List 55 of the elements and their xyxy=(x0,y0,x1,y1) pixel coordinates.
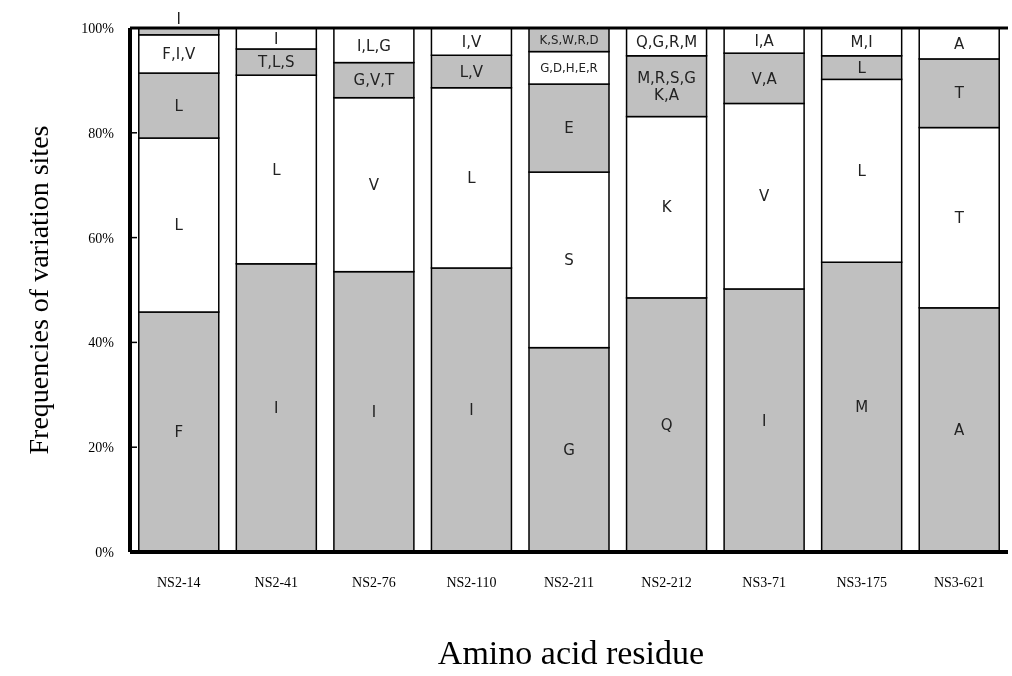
data-label: S xyxy=(564,251,574,270)
data-label: L xyxy=(857,58,867,77)
data-label: I,A xyxy=(754,31,775,50)
data-label: L xyxy=(174,96,184,115)
data-label: I xyxy=(274,29,279,48)
data-label: G xyxy=(563,441,575,460)
data-label: M,R,S,G K,A xyxy=(637,68,696,104)
x-tick-label: NS3-71 xyxy=(742,575,786,590)
y-tick-label: 0% xyxy=(95,544,115,560)
x-tick-label: NS2-211 xyxy=(543,575,595,590)
data-label: Q xyxy=(660,416,673,435)
x-tick-label: NS2-76 xyxy=(352,575,396,590)
data-label: E xyxy=(564,119,574,138)
data-label: I,L,G xyxy=(356,36,391,55)
data-label: I xyxy=(274,399,279,418)
data-label: L,V xyxy=(459,62,484,81)
x-tick-label: NS3-175 xyxy=(836,575,887,590)
data-label: I xyxy=(176,10,181,28)
data-label: A xyxy=(954,421,966,440)
data-label: L xyxy=(857,162,867,181)
data-label: I xyxy=(469,401,474,420)
data-label: T xyxy=(953,208,965,227)
x-tick-label: NS2-14 xyxy=(157,575,201,590)
y-tick-label: 60% xyxy=(88,230,115,246)
data-label: F xyxy=(174,423,184,442)
data-label: M,I xyxy=(850,33,873,52)
data-label: T xyxy=(953,84,965,103)
data-label: G,D,H,E,R xyxy=(540,60,598,75)
data-label: I,V xyxy=(461,32,482,51)
data-label: L xyxy=(272,160,282,179)
data-label: I xyxy=(761,411,767,430)
y-tick-label: 40% xyxy=(88,335,115,351)
y-tick-label: 80% xyxy=(88,125,115,141)
data-label: A xyxy=(954,34,966,53)
x-tick-label: NS2-41 xyxy=(254,575,299,590)
x-tick-label: NS2-212 xyxy=(641,575,692,590)
data-label: T,L,S xyxy=(257,53,295,72)
data-label: G,V,T xyxy=(353,71,396,90)
x-tick-label: NS2-110 xyxy=(446,575,497,590)
data-label: V xyxy=(758,187,770,206)
data-label: I xyxy=(371,403,377,422)
y-tick-label: 100% xyxy=(81,20,115,36)
data-label: M xyxy=(855,398,869,417)
data-label: F,I,V xyxy=(162,45,196,64)
data-label: K,S,W,R,D xyxy=(539,32,599,47)
x-tick-label: NS3-621 xyxy=(933,575,985,590)
data-label: V,A xyxy=(751,69,778,88)
y-axis-title: Frequencies of variation sites xyxy=(23,125,54,455)
x-axis-title: Amino acid residue xyxy=(437,634,705,671)
data-label: L xyxy=(467,169,477,188)
data-label: L xyxy=(174,216,184,235)
data-label: V xyxy=(368,175,380,194)
y-tick-label: 20% xyxy=(88,440,115,456)
data-label: Q,G,R,M xyxy=(636,33,698,52)
data-label: K xyxy=(661,198,673,217)
